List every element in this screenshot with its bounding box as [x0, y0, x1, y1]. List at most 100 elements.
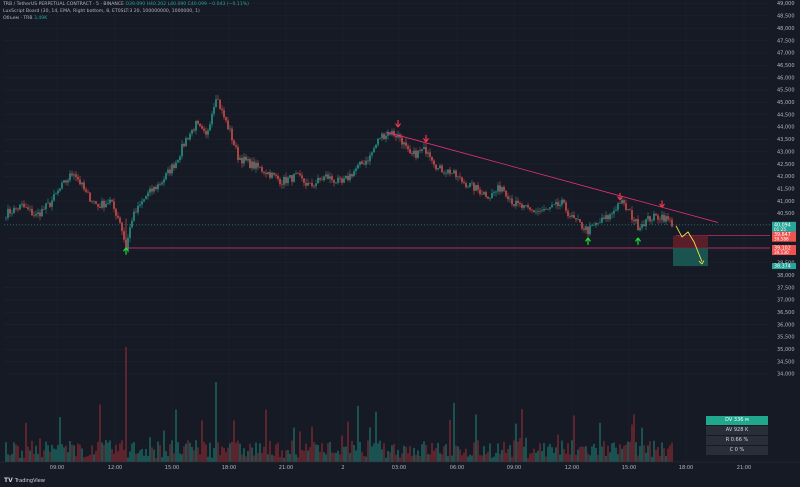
- candle-body: [497, 185, 499, 192]
- candle-body: [215, 99, 217, 107]
- candle-body: [105, 203, 107, 208]
- volume-bar: [565, 453, 567, 462]
- volume-bar: [63, 447, 65, 462]
- volume-bar: [181, 454, 183, 462]
- candle-body: [391, 131, 393, 135]
- volume-bar: [481, 455, 483, 462]
- volume-bar: [497, 443, 499, 462]
- volume-bar: [11, 454, 13, 462]
- candle-body: [349, 174, 351, 181]
- candle-body: [263, 171, 265, 173]
- candle-body: [365, 160, 367, 165]
- candle-body: [617, 203, 619, 210]
- price-tick-label: 44,000: [777, 125, 795, 131]
- candle-body: [191, 129, 193, 134]
- candle-body: [619, 203, 621, 204]
- candle-body: [247, 159, 249, 161]
- volume-bar: [219, 455, 221, 462]
- candle-body: [425, 147, 427, 154]
- time-tick-label: 21:00: [279, 465, 293, 471]
- volume-bar: [583, 446, 585, 462]
- volume-bar: [129, 451, 131, 462]
- candle-body: [113, 201, 115, 209]
- candle-body: [209, 124, 211, 131]
- volume-bar: [175, 409, 177, 462]
- candle-body: [189, 133, 191, 140]
- volume-bar: [251, 447, 253, 462]
- price-tick-label: 47,500: [777, 38, 795, 44]
- candle-body: [301, 175, 303, 179]
- volume-bar: [597, 454, 599, 462]
- candle-body: [501, 187, 503, 192]
- candle-body: [43, 209, 45, 210]
- candle-body: [23, 203, 25, 208]
- volume-bar: [385, 457, 387, 462]
- candle-body: [305, 182, 307, 186]
- volume-bar: [85, 456, 87, 462]
- volume-bar: [551, 447, 553, 462]
- price-tick-label: 42,500: [777, 162, 795, 168]
- volume-bar: [47, 445, 49, 462]
- candle-body: [185, 138, 187, 147]
- volume-bar: [369, 427, 371, 462]
- volume-label: Объем · TRB: [3, 16, 33, 21]
- projection-path: [675, 225, 703, 262]
- volume-bar: [633, 414, 635, 462]
- volume-bar: [225, 452, 227, 462]
- candle-body: [463, 182, 465, 184]
- price-label-subtext: 01:25: [774, 227, 786, 232]
- price-label-text: 39,647: [774, 232, 791, 238]
- volume-bar: [307, 450, 309, 462]
- volume-bar: [659, 456, 661, 462]
- candle-body: [595, 222, 597, 226]
- volume-bar: [455, 445, 457, 462]
- position-price-label: DV 336 м: [706, 416, 768, 425]
- candle-body: [173, 164, 175, 169]
- position-info-row: AV 928 K: [706, 426, 768, 435]
- candle-body: [627, 209, 629, 210]
- volume-bar: [593, 443, 595, 462]
- candle-body: [345, 175, 347, 179]
- candle-body: [25, 207, 27, 208]
- volume-bar: [415, 454, 417, 462]
- indicator-line[interactable]: LuxScript Board (30, 14, EMA, Right bott…: [3, 9, 200, 14]
- candle-body: [427, 152, 429, 154]
- candle-body: [35, 214, 37, 216]
- price-label-subtext: 39,130: [774, 250, 789, 255]
- volume-bar: [399, 457, 401, 462]
- candle-body: [571, 215, 573, 217]
- candle-body: [121, 222, 123, 232]
- down-arrow-icon: [423, 134, 429, 143]
- candle-body: [15, 207, 17, 209]
- candle-body: [83, 182, 85, 190]
- volume-bar: [435, 447, 437, 462]
- candle-body: [285, 177, 287, 184]
- candle-body: [669, 219, 671, 221]
- volume-bar: [519, 438, 521, 462]
- candle-body: [333, 179, 335, 183]
- candle-body: [587, 226, 589, 235]
- volume-bar: [89, 454, 91, 462]
- candle-body: [307, 182, 309, 186]
- volume-bar: [651, 456, 653, 462]
- volume-bar: [563, 449, 565, 462]
- volume-bar: [591, 446, 593, 462]
- price-label-subtext: 39,588: [774, 237, 789, 242]
- candle-body: [77, 176, 79, 180]
- tradingview-logo[interactable]: TV TradingView: [4, 477, 45, 484]
- candle-body: [327, 174, 329, 179]
- volume-indicator-line[interactable]: Объем · TRB 3,49K: [3, 16, 47, 22]
- volume-bar: [143, 455, 145, 462]
- time-tick-label: 18:00: [222, 465, 236, 471]
- price-tick-label: 48,000: [777, 26, 795, 32]
- candle-body: [51, 200, 53, 207]
- candle-body: [153, 186, 155, 192]
- candle-body: [547, 208, 549, 210]
- volume-bar: [67, 452, 69, 462]
- candle-body: [601, 217, 603, 223]
- candle-body: [543, 209, 545, 211]
- candle-body: [583, 228, 585, 230]
- volume-bar: [461, 455, 463, 462]
